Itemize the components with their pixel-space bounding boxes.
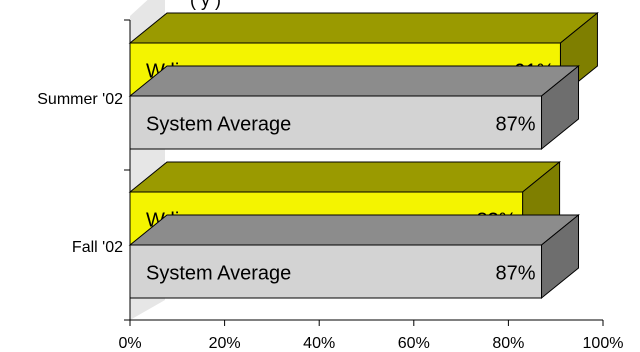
category-label: Summer '02 <box>37 91 123 108</box>
x-tick-label: 100% <box>583 335 624 352</box>
x-tick-label: 0% <box>118 335 141 352</box>
bar-0-1: System Average 87% <box>128 64 580 151</box>
x-tick-label: 80% <box>492 335 524 352</box>
bar-series-label: System Average <box>146 263 291 285</box>
bar-top-face <box>128 214 580 246</box>
bar-value-label: 87% <box>495 114 535 136</box>
x-tick-label: 40% <box>303 335 335 352</box>
x-axis-ticks: 0% 20% 40% 60% 80% 100% <box>118 320 623 352</box>
bar-front-face <box>129 244 543 299</box>
bar-top-face <box>128 161 562 193</box>
x-tick-label: 60% <box>398 335 430 352</box>
bar-top-face <box>128 65 580 97</box>
chart-title-fragment: ( y ) <box>190 0 221 10</box>
bar-front-face <box>129 95 543 150</box>
x-tick-label: 20% <box>209 335 241 352</box>
category-labels: Summer '02 Fall '02 <box>37 19 130 321</box>
bar-top-face <box>128 12 599 44</box>
category-label: Fall '02 <box>72 239 123 256</box>
bar-series-label: System Average <box>146 114 291 136</box>
bar-1-1: System Average 87% <box>128 213 580 300</box>
bar-value-label: 87% <box>495 263 535 285</box>
